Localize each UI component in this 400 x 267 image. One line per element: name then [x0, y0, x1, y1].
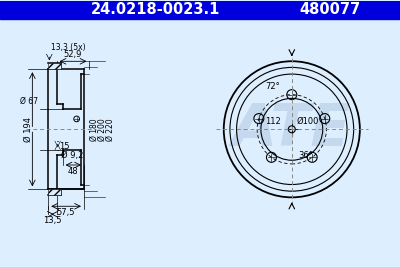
Text: 13,3 (5x): 13,3 (5x) — [51, 43, 86, 52]
Text: 15: 15 — [59, 142, 69, 151]
Text: Ø 220: Ø 220 — [106, 118, 115, 141]
Text: 36°: 36° — [298, 151, 313, 160]
Bar — [48, 63, 61, 69]
Bar — [48, 189, 61, 195]
Text: 72°: 72° — [265, 82, 280, 91]
Text: Ø100: Ø100 — [297, 117, 319, 126]
Text: 52,9: 52,9 — [64, 50, 82, 59]
Text: 48: 48 — [68, 167, 78, 176]
Text: 13,5: 13,5 — [43, 216, 62, 225]
Text: 24.0218-0023.1: 24.0218-0023.1 — [90, 2, 220, 17]
Text: Ø 200: Ø 200 — [98, 118, 107, 141]
Text: Ø 67: Ø 67 — [20, 97, 38, 105]
Text: Ø 180: Ø 180 — [90, 118, 99, 141]
Text: 112: 112 — [265, 117, 281, 126]
Text: ATE: ATE — [232, 101, 352, 158]
Text: 480077: 480077 — [299, 2, 360, 17]
Text: Ø 194: Ø 194 — [24, 117, 33, 142]
Text: 57,5: 57,5 — [57, 208, 75, 217]
Text: Ø 9,2: Ø 9,2 — [61, 151, 83, 159]
Bar — [0, 1, 400, 18]
